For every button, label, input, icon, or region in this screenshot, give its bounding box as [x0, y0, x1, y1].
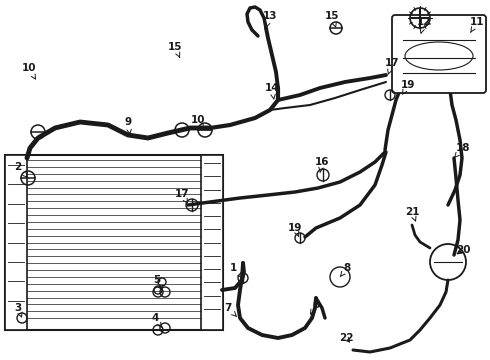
FancyBboxPatch shape: [392, 15, 486, 93]
Text: 21: 21: [405, 207, 419, 221]
Text: 15: 15: [168, 42, 182, 58]
Bar: [201, 155, 223, 330]
Text: 4: 4: [151, 313, 161, 327]
Text: 16: 16: [315, 157, 329, 172]
Bar: [5, 155, 27, 330]
Text: 22: 22: [339, 333, 353, 343]
Text: 7: 7: [224, 303, 237, 316]
Text: 1: 1: [229, 263, 242, 277]
Text: 10: 10: [22, 63, 36, 79]
Text: 5: 5: [153, 275, 163, 291]
Text: 14: 14: [265, 83, 279, 99]
Text: 13: 13: [263, 11, 277, 27]
Text: 17: 17: [175, 189, 189, 203]
Text: 2: 2: [14, 162, 27, 177]
Text: 12: 12: [417, 17, 431, 33]
Text: 10: 10: [191, 115, 205, 129]
Text: 6: 6: [311, 300, 319, 314]
Bar: [5, 155, 223, 330]
Text: 3: 3: [14, 303, 22, 317]
Text: 20: 20: [456, 245, 470, 255]
Text: 17: 17: [385, 58, 399, 74]
Text: 19: 19: [288, 223, 302, 236]
Text: 15: 15: [325, 11, 339, 27]
Text: 8: 8: [341, 263, 351, 276]
Text: 18: 18: [454, 143, 470, 158]
Text: 11: 11: [470, 17, 484, 32]
Text: 19: 19: [401, 80, 415, 94]
Text: 9: 9: [124, 117, 131, 134]
